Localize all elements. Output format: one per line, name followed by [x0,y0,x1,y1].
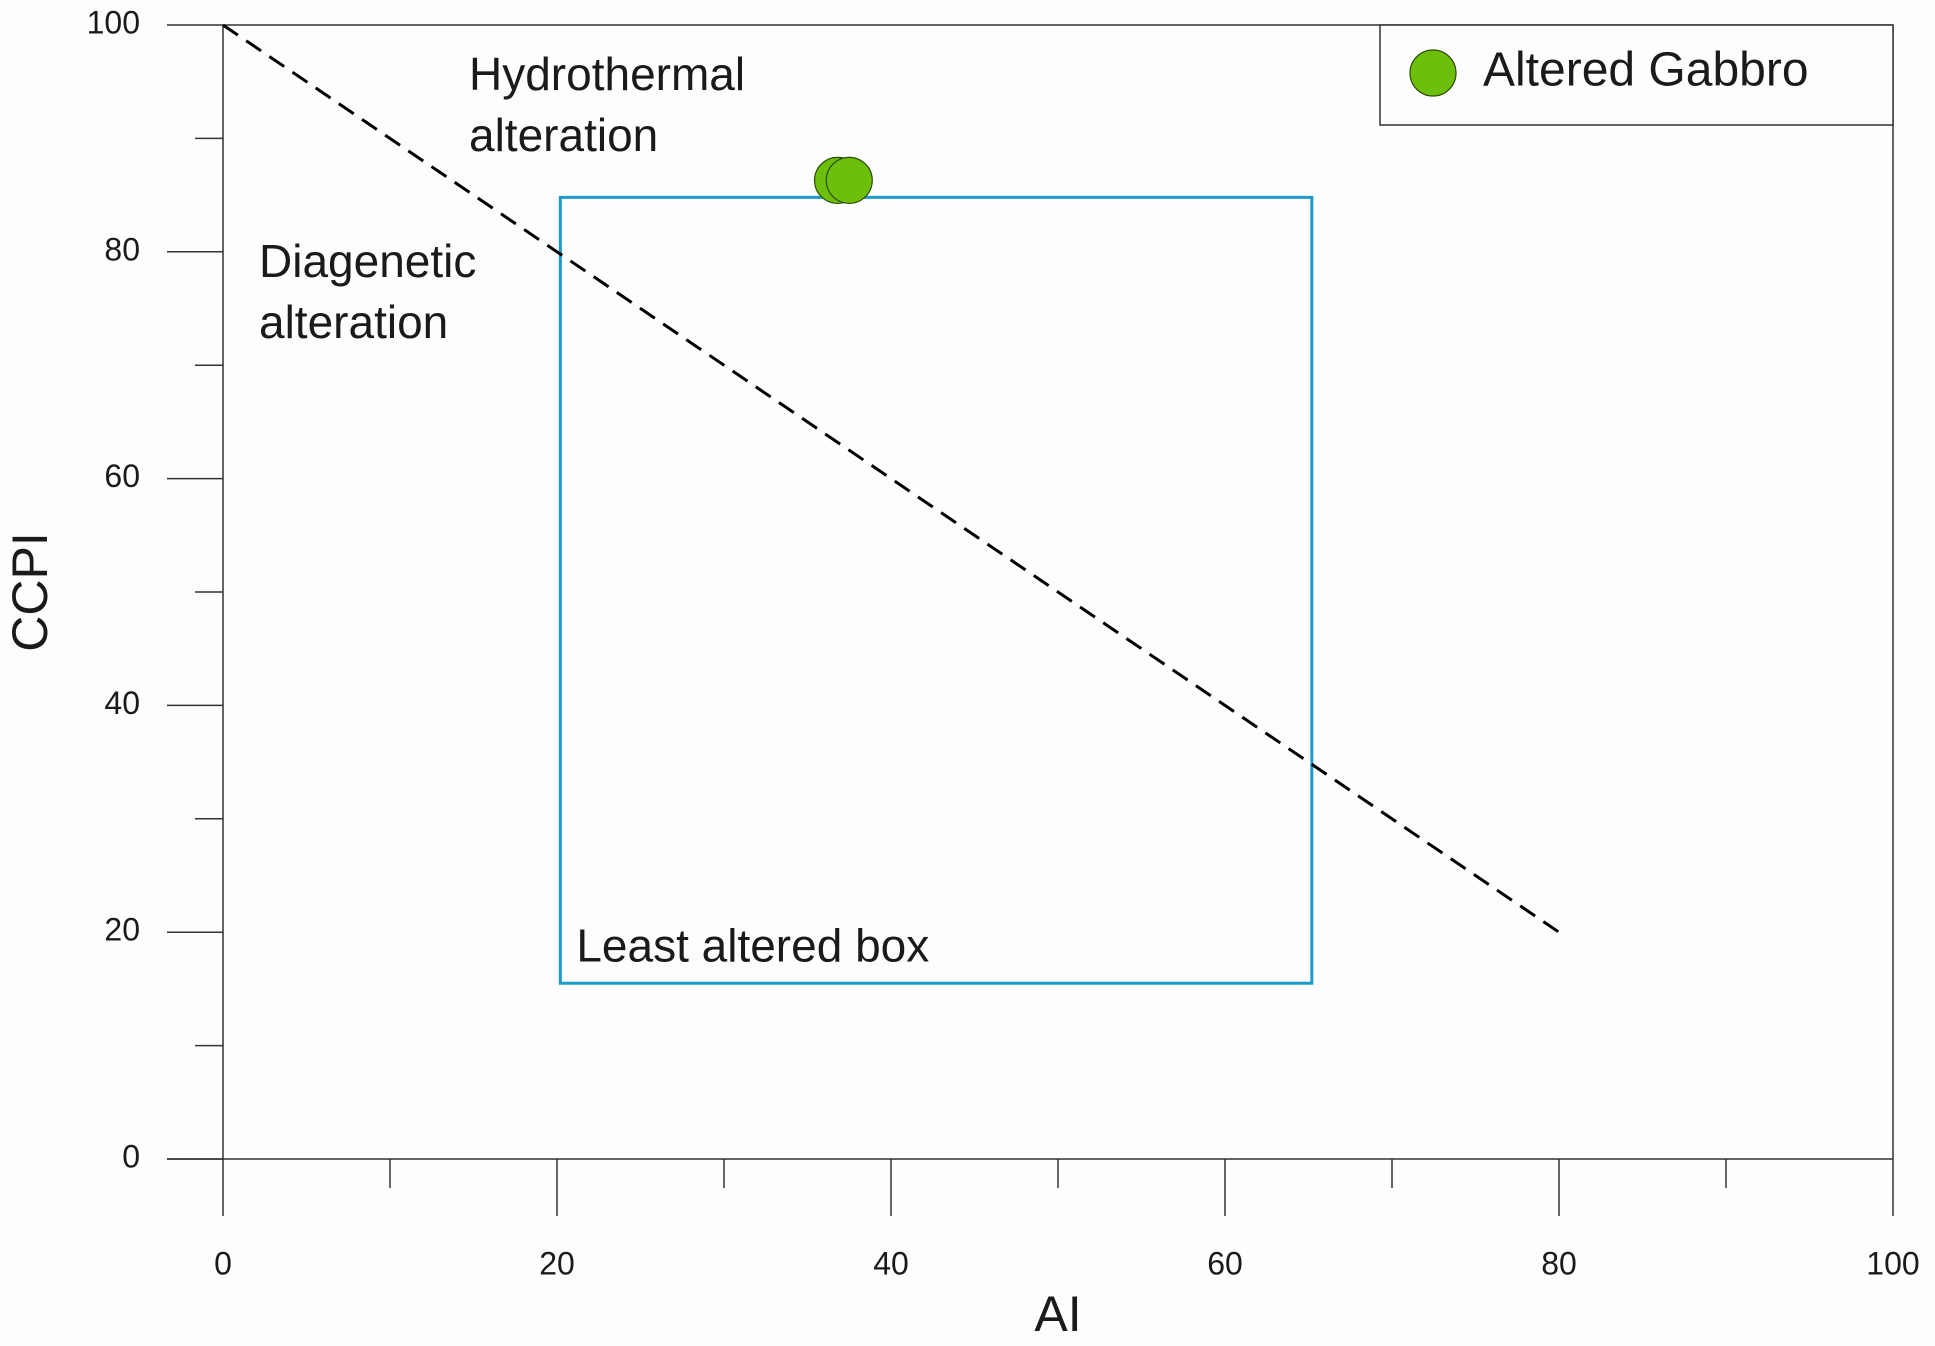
y-tick-label: 0 [122,1138,140,1174]
annotation: alteration [259,296,448,348]
y-tick-label: 20 [104,912,140,948]
y-axis-label: CCPI [2,532,58,651]
x-tick-label: 0 [214,1245,232,1281]
x-tick-label: 40 [873,1245,909,1281]
y-tick-label: 100 [87,4,140,40]
x-tick-label: 60 [1207,1245,1243,1281]
x-tick-label: 20 [539,1245,575,1281]
y-tick-label: 40 [104,685,140,721]
legend-marker [1409,49,1457,97]
y-tick-label: 80 [104,231,140,267]
reference-line [222,23,1560,934]
annotation: Hydrothermal [469,48,745,100]
annotation: Diagenetic [259,235,476,287]
x-tick-label: 100 [1866,1245,1919,1281]
legend-label: Altered Gabbro [1483,44,1809,97]
x-tick-label: 80 [1541,1245,1577,1281]
least-altered-box [558,195,1314,985]
annotation: alteration [469,109,658,161]
legend-box [1379,24,1894,126]
box-label: Least altered box [576,919,929,971]
x-axis-label: AI [1034,1286,1081,1342]
y-tick-label: 60 [104,458,140,494]
point [825,156,873,204]
